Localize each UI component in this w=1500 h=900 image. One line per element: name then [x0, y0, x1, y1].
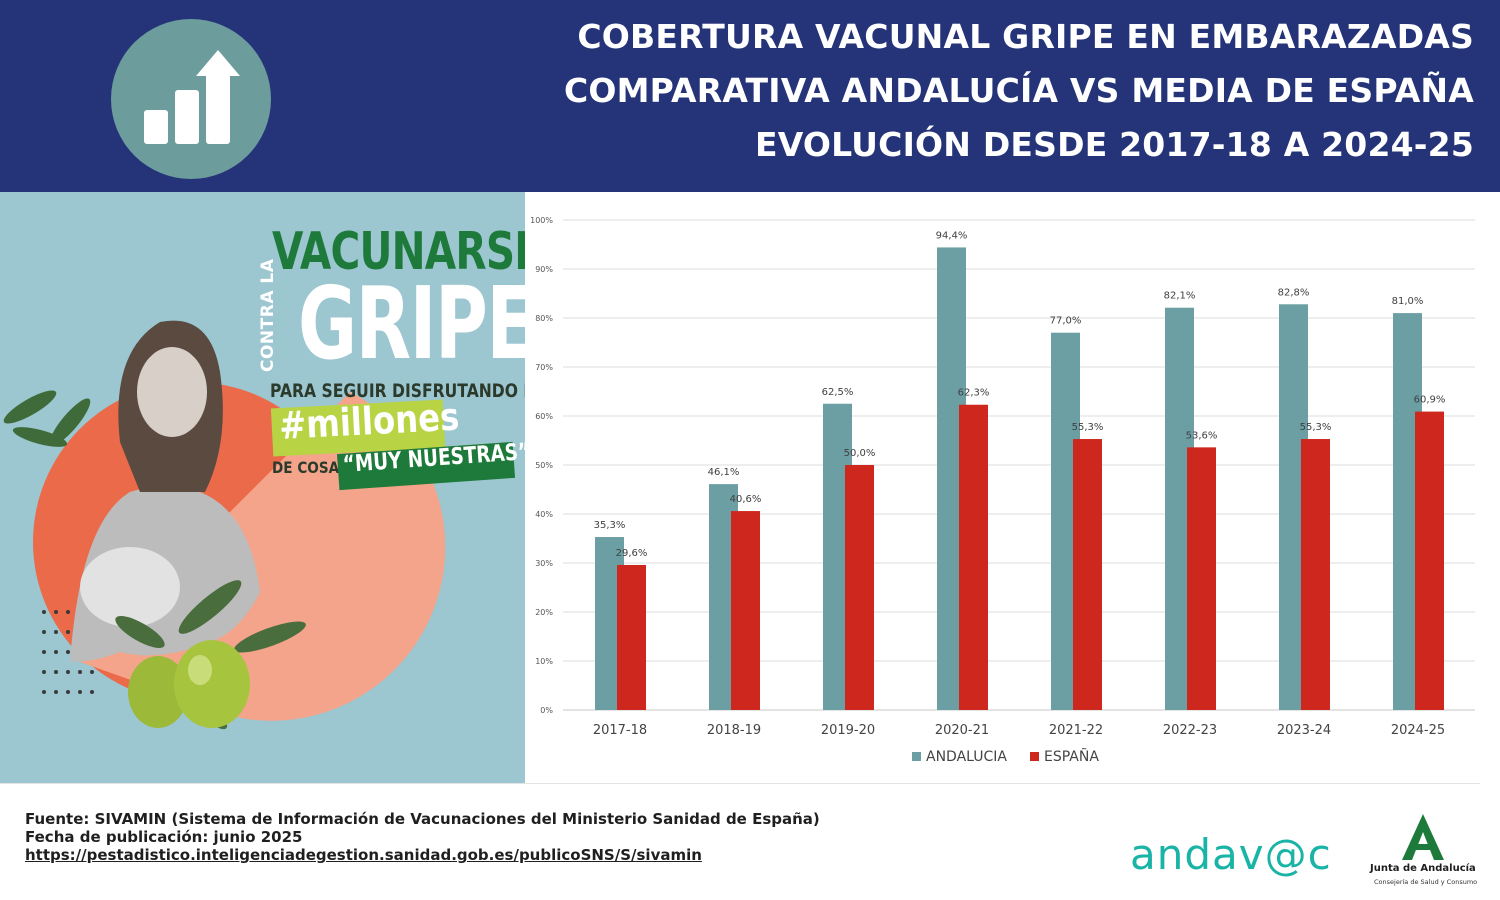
- campaign-decosas-text: DE COSAS: [272, 458, 349, 477]
- x-tick-label: 2017-18: [593, 723, 647, 738]
- y-tick-label: 50%: [535, 461, 553, 470]
- footer-date: Fecha de publicación: junio 2025: [25, 828, 303, 846]
- campaign-millones-text: #millones: [278, 394, 461, 448]
- campaign-contra-text: CONTRA LA: [258, 258, 278, 372]
- y-tick-label: 70%: [535, 363, 553, 372]
- data-label: 81,0%: [1392, 296, 1424, 307]
- y-tick-label: 60%: [535, 412, 553, 421]
- campaign-vacunarse-text: VACUNARSE: [272, 222, 525, 282]
- bar-espana: [845, 465, 874, 710]
- y-tick-label: 40%: [535, 510, 553, 519]
- data-label: 40,6%: [730, 494, 762, 505]
- bar-espana: [959, 404, 988, 710]
- y-tick-label: 20%: [535, 608, 553, 617]
- legend-swatch-andalucia: [912, 752, 921, 761]
- olive-1: [128, 656, 188, 728]
- x-tick-label: 2021-22: [1049, 723, 1103, 738]
- bar-espana: [1415, 411, 1444, 710]
- legend-label: ANDALUCIA: [926, 749, 1007, 765]
- y-tick-label: 80%: [535, 314, 553, 323]
- data-label: 62,3%: [958, 388, 990, 399]
- olive-branch-left: [3, 390, 91, 447]
- y-tick-label: 0%: [540, 706, 553, 715]
- x-tick-label: 2019-20: [821, 723, 875, 738]
- footer-divider: [0, 783, 1480, 784]
- data-label: 55,3%: [1072, 422, 1104, 433]
- legend-swatch-espana: [1030, 752, 1039, 761]
- bar-espana: [617, 564, 646, 710]
- footer-source: Fuente: SIVAMIN (Sistema de Información …: [25, 810, 820, 828]
- campaign-image: VACUNARSE CONTRA LA GRIPE PARA SEGUIR DI…: [0, 192, 525, 783]
- title-line-3: EVOLUCIÓN DESDE 2017-18 A 2024-25: [754, 125, 1474, 164]
- olive-branch-bottom: [115, 580, 306, 730]
- data-label: 46,1%: [708, 467, 740, 478]
- y-tick-label: 10%: [535, 657, 553, 666]
- chart-area: 0% 10% 20% 30% 40% 50% 60% 70% 80% 90% 100% 35,3% 29…: [525, 192, 1500, 783]
- data-label: 53,6%: [1186, 430, 1218, 441]
- y-tick-label: 90%: [535, 265, 553, 274]
- title-line-1: COBERTURA VACUNAL GRIPE EN EMBARAZADAS: [577, 17, 1474, 56]
- x-tick-label: 2018-19: [707, 723, 761, 738]
- andavac-logo: andav@c: [1130, 830, 1332, 879]
- data-label: 62,5%: [822, 387, 854, 398]
- olive-2: [174, 640, 250, 728]
- bar-espana: [1073, 439, 1102, 710]
- junta-name: Junta de Andalucía: [1370, 863, 1476, 874]
- campaign-para-text: PARA SEGUIR DISFRUTANDO DE: [270, 380, 525, 402]
- y-tick-label: 30%: [535, 559, 553, 568]
- data-label: 35,3%: [594, 520, 626, 531]
- data-label: 29,6%: [616, 548, 648, 559]
- y-tick-label: 100%: [530, 216, 553, 225]
- footer-url-link[interactable]: https://pestadistico.inteligenciadegesti…: [25, 846, 702, 864]
- data-label: 82,1%: [1164, 291, 1196, 302]
- bar-chart: 0% 10% 20% 30% 40% 50% 60% 70% 80% 90% 100% 35,3% 29…: [530, 216, 1475, 765]
- legend-label: ESPAÑA: [1044, 748, 1099, 765]
- bar-espana: [731, 511, 760, 710]
- data-label: 94,4%: [936, 230, 968, 241]
- campaign-gripe-text: GRIPE: [298, 265, 525, 382]
- data-label: 60,9%: [1414, 395, 1446, 406]
- x-tick-label: 2024-25: [1391, 723, 1445, 738]
- x-tick-label: 2020-21: [935, 723, 989, 738]
- x-tick-label: 2023-24: [1277, 723, 1331, 738]
- junta-dept: Consejería de Salud y Consumo: [1374, 878, 1478, 886]
- bar-chart-growth-icon: [111, 19, 271, 179]
- bar-espana: [1301, 439, 1330, 710]
- data-label: 82,8%: [1278, 287, 1310, 298]
- data-label: 50,0%: [844, 448, 876, 459]
- data-label: 77,0%: [1050, 316, 1082, 327]
- junta-andalucia-logo-icon: [1402, 814, 1444, 860]
- data-label: 55,3%: [1300, 422, 1332, 433]
- bar-espana: [1187, 447, 1216, 710]
- title-line-2: COMPARATIVA ANDALUCÍA VS MEDIA DE ESPAÑA: [563, 71, 1474, 110]
- header-banner: COBERTURA VACUNAL GRIPE EN EMBARAZADAS C…: [0, 0, 1500, 192]
- x-tick-label: 2022-23: [1163, 723, 1217, 738]
